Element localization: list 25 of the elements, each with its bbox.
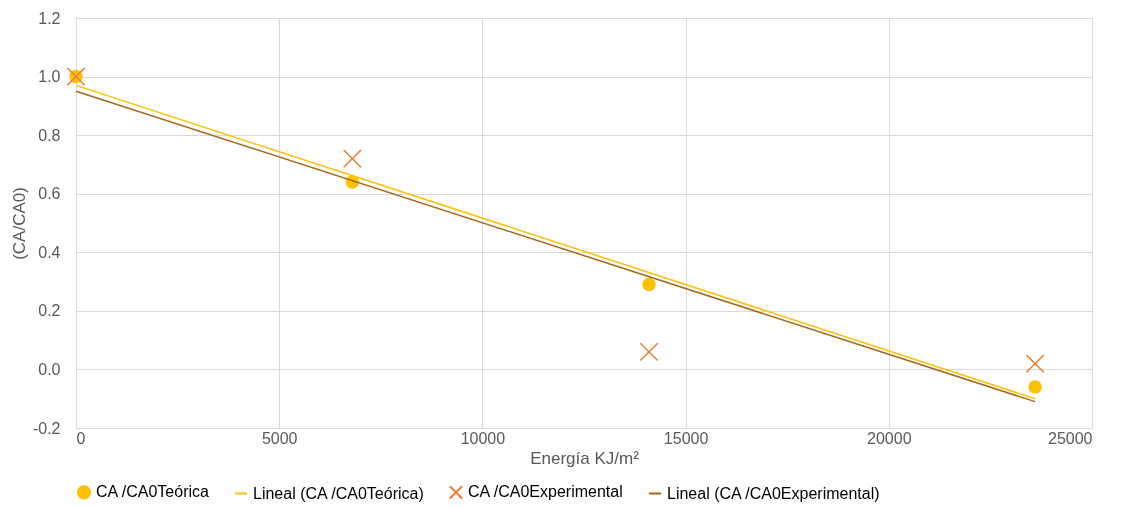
y-tick-label: 0.0 [38,360,61,378]
y-tick-label: 1.0 [38,68,61,86]
point [639,342,659,362]
point [642,277,656,292]
legend-label: Lineal (CA /CA0Teórica) [253,484,424,502]
y-tick-label: 0.8 [38,126,61,144]
point [1025,354,1045,373]
x-axis-title: Energía KJ/m² [530,448,640,468]
y-tick-label: 0.4 [38,243,61,261]
y-tick-label: 0.6 [38,185,61,203]
point [1028,380,1042,394]
x-tick-label: 10000 [460,429,506,447]
x-tick-label: 5000 [261,429,298,447]
y-tick-label: 0.2 [38,302,61,320]
x-tick-label: 15000 [663,429,709,447]
x-tick-label: 20000 [867,429,912,447]
y-tick-label: -0.2 [32,419,61,437]
legend-label: Lineal (CA /CA0Experimental) [667,484,880,502]
point [342,149,362,168]
legend-label: CA /CA0Experimental [468,483,623,501]
x-tick-label: 0 [76,429,86,447]
legend-label: CA /CA0Teórica [96,483,210,501]
y-tick-label: 1.2 [38,9,61,27]
y-axis-title: (CA/CA0) [9,187,29,260]
x-tick-label: 25000 [1048,429,1093,447]
